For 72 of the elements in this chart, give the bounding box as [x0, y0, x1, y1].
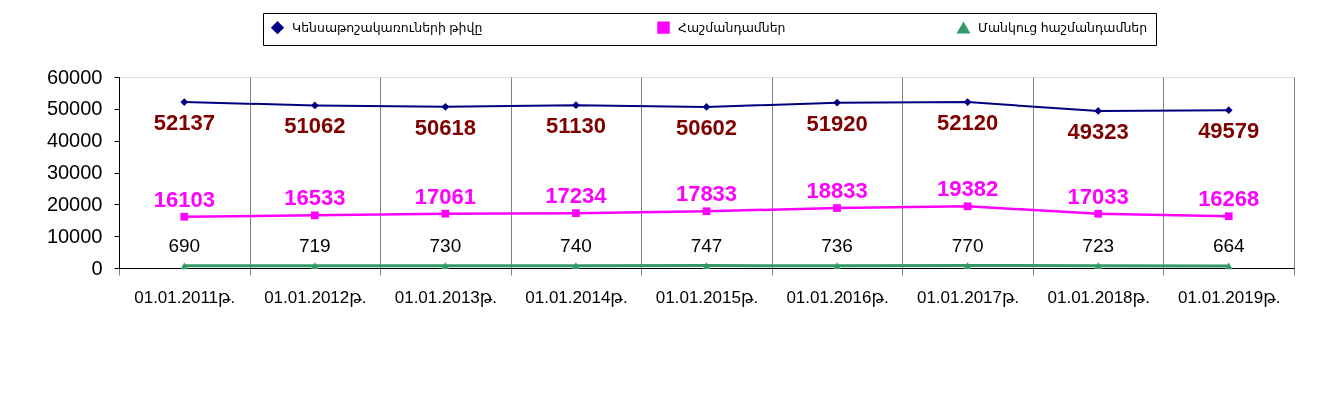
point — [833, 262, 841, 270]
data-label: 723 — [1082, 234, 1115, 256]
point — [1224, 262, 1233, 270]
x-tick-label: 01.01.2015թ. — [655, 287, 759, 307]
data-label: 736 — [821, 234, 853, 256]
point — [180, 212, 189, 221]
point — [1094, 209, 1103, 218]
point — [441, 262, 450, 270]
data-label: 49323 — [1067, 118, 1129, 144]
data-label: 51062 — [284, 113, 346, 139]
data-label: 770 — [951, 234, 984, 256]
point — [572, 262, 580, 269]
point — [180, 262, 189, 270]
point — [441, 209, 450, 218]
data-label: 51920 — [806, 110, 868, 136]
data-label: 664 — [1212, 234, 1245, 256]
data-label: 50602 — [675, 114, 738, 140]
point — [572, 101, 580, 110]
point — [441, 102, 450, 111]
data-label: 49579 — [1198, 118, 1260, 144]
point — [833, 204, 841, 212]
y-tick-label: 60000 — [46, 65, 103, 88]
y-tick-label: 40000 — [46, 129, 103, 152]
y-tick-label: 10000 — [46, 224, 103, 247]
point — [833, 98, 841, 107]
data-label: 690 — [168, 234, 201, 256]
point — [310, 211, 319, 220]
data-label: 16103 — [153, 186, 215, 212]
point — [1094, 262, 1103, 270]
point — [310, 262, 319, 270]
point — [572, 209, 580, 218]
y-tick-label: 20000 — [46, 192, 103, 215]
data-label: 719 — [298, 234, 331, 256]
point — [963, 98, 972, 106]
data-label: 730 — [429, 234, 462, 256]
x-tick-label: 01.01.2016թ. — [786, 287, 889, 307]
point — [310, 101, 319, 110]
data-label: 51130 — [545, 113, 606, 139]
point — [963, 262, 972, 269]
x-tick-label: 01.01.2018թ. — [1047, 287, 1150, 307]
data-label: 17234 — [545, 183, 608, 209]
x-tick-label: 01.01.2011թ. — [134, 287, 236, 307]
point — [1224, 106, 1233, 115]
legend-label: Մանկուց հաշմանդամներ — [978, 20, 1148, 35]
y-tick-label: 0 — [91, 256, 103, 279]
y-tick-label: 50000 — [46, 97, 103, 120]
data-label: 747 — [690, 234, 723, 256]
x-tick-label: 01.01.2017թ. — [916, 287, 1020, 307]
data-label: 18833 — [806, 178, 868, 204]
data-label: 740 — [560, 234, 592, 256]
x-tick-label: 01.01.2012թ. — [264, 287, 367, 307]
x-tick-label: 01.01.2013թ. — [394, 287, 498, 307]
data-label: 19382 — [937, 176, 999, 202]
point — [702, 103, 711, 111]
data-label: 17033 — [1067, 183, 1129, 209]
data-label: 52137 — [153, 110, 215, 136]
data-label: 17833 — [675, 181, 738, 207]
data-label: 50618 — [414, 114, 476, 140]
point — [180, 98, 189, 106]
data-label: 16268 — [1198, 186, 1260, 212]
point — [963, 202, 972, 211]
x-tick-label: 01.01.2019թ. — [1178, 287, 1281, 307]
y-tick-label: 30000 — [46, 161, 103, 183]
legend-label: Հաշմանդամներ — [678, 20, 786, 35]
data-label: 52120 — [937, 110, 999, 136]
data-label: 16533 — [284, 185, 346, 211]
legend-label: Կենսաթոշակառուների թիվը — [292, 20, 483, 35]
point — [702, 207, 711, 216]
data-label: 17061 — [414, 183, 476, 209]
x-tick-label: 01.01.2014թ. — [525, 287, 628, 307]
point — [1224, 212, 1233, 221]
point — [702, 262, 711, 269]
